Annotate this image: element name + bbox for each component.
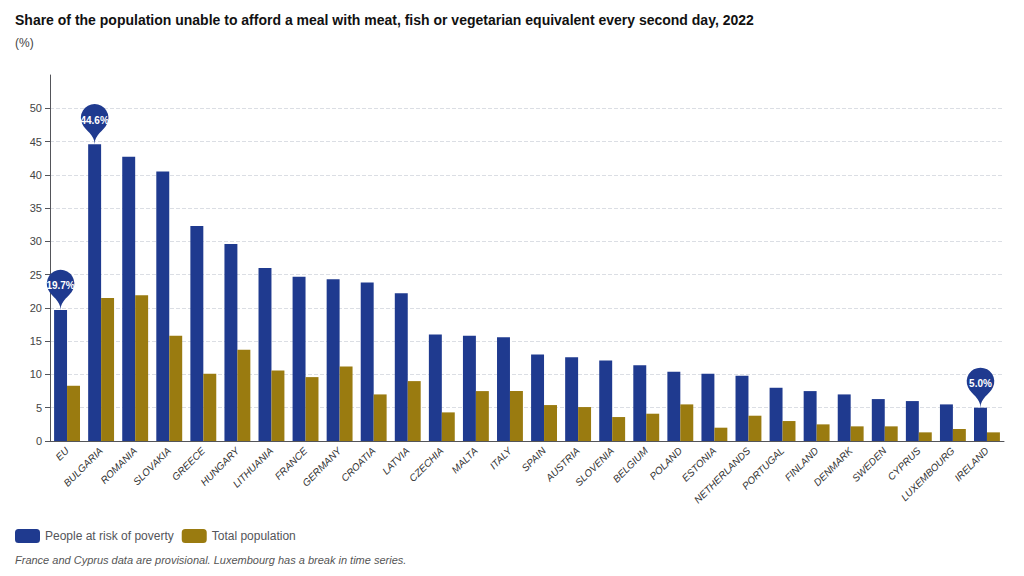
svg-text:BELGIUM: BELGIUM bbox=[611, 445, 651, 485]
svg-text:15: 15 bbox=[30, 335, 42, 347]
svg-text:19.7%: 19.7% bbox=[46, 280, 74, 291]
svg-text:POLAND: POLAND bbox=[647, 445, 685, 482]
svg-text:45: 45 bbox=[30, 136, 42, 148]
svg-text:People at risk of poverty: People at risk of poverty bbox=[45, 529, 174, 543]
svg-text:CROATIA: CROATIA bbox=[339, 445, 378, 484]
svg-text:50: 50 bbox=[30, 102, 42, 114]
svg-text:ITALY: ITALY bbox=[488, 444, 515, 471]
svg-text:SLOVAKIA: SLOVAKIA bbox=[131, 445, 174, 488]
svg-text:LATVIA: LATVIA bbox=[380, 445, 412, 477]
svg-text:PORTUGAL: PORTUGAL bbox=[740, 445, 786, 491]
svg-text:5: 5 bbox=[36, 402, 42, 414]
svg-text:EU: EU bbox=[53, 445, 71, 463]
svg-text:CZECHIA: CZECHIA bbox=[407, 445, 446, 484]
svg-text:ESTONIA: ESTONIA bbox=[679, 445, 719, 484]
svg-text:GERMANY: GERMANY bbox=[300, 444, 344, 488]
svg-text:35: 35 bbox=[30, 202, 42, 214]
svg-text:CYPRUS: CYPRUS bbox=[885, 445, 923, 483]
svg-text:MALTA: MALTA bbox=[450, 445, 481, 476]
svg-text:NETHERLANDS: NETHERLANDS bbox=[692, 445, 753, 506]
svg-text:10: 10 bbox=[30, 368, 42, 380]
svg-text:SLOVENIA: SLOVENIA bbox=[573, 445, 616, 488]
svg-text:Total population: Total population bbox=[212, 529, 296, 543]
svg-text:SWEDEN: SWEDEN bbox=[850, 445, 889, 484]
svg-text:FINLAND: FINLAND bbox=[782, 445, 821, 484]
svg-text:20: 20 bbox=[30, 302, 42, 314]
svg-text:(%): (%) bbox=[15, 36, 34, 50]
svg-text:SPAIN: SPAIN bbox=[519, 445, 548, 474]
svg-text:GREECE: GREECE bbox=[169, 445, 208, 483]
svg-text:25: 25 bbox=[30, 269, 42, 281]
svg-text:Share of the population unable: Share of the population unable to afford… bbox=[15, 12, 754, 28]
svg-text:LUXEMBOURG: LUXEMBOURG bbox=[899, 445, 957, 503]
svg-text:HUNGARY: HUNGARY bbox=[198, 445, 242, 488]
svg-text:BULGARIA: BULGARIA bbox=[62, 445, 106, 489]
svg-text:44.6%: 44.6% bbox=[80, 115, 108, 126]
svg-text:France and Cyprus data are pro: France and Cyprus data are provisional. … bbox=[15, 554, 406, 566]
svg-text:40: 40 bbox=[30, 169, 42, 181]
svg-text:FRANCE: FRANCE bbox=[272, 445, 310, 482]
svg-text:5.0%: 5.0% bbox=[969, 378, 992, 389]
svg-text:30: 30 bbox=[30, 235, 42, 247]
svg-text:AUSTRIA: AUSTRIA bbox=[543, 445, 582, 484]
svg-text:IRELAND: IRELAND bbox=[952, 445, 990, 483]
svg-text:DENMARK: DENMARK bbox=[811, 444, 855, 488]
svg-text:ROMANIA: ROMANIA bbox=[98, 445, 140, 486]
svg-text:LITHUANIA: LITHUANIA bbox=[231, 445, 276, 490]
svg-text:0: 0 bbox=[36, 435, 42, 447]
